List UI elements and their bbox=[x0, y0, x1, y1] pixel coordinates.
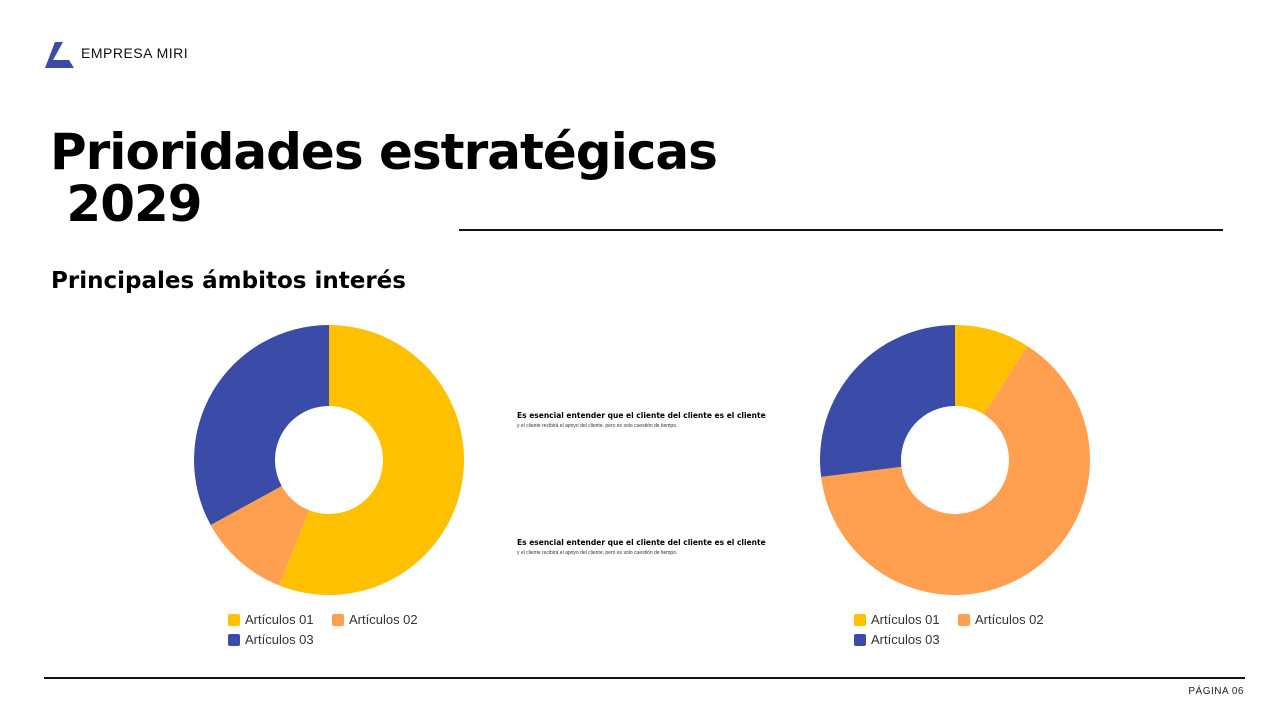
legend-item: Artículos 03 bbox=[854, 632, 940, 647]
note-heading: Es esencial entender que el cliente del … bbox=[517, 538, 766, 547]
donut-slice-3 bbox=[820, 325, 955, 477]
page-title: Prioridades estratégicas 2029 bbox=[50, 123, 718, 233]
legend-swatch bbox=[228, 633, 240, 646]
brand-name: EMPRESA MIRI bbox=[81, 45, 189, 61]
legend-label: Artículos 03 bbox=[871, 632, 940, 647]
legend-item: Artículos 02 bbox=[958, 612, 1044, 627]
title-divider bbox=[459, 229, 1223, 231]
legend-item: Artículos 01 bbox=[854, 612, 940, 627]
legend-swatch bbox=[958, 613, 970, 626]
donut-slice-3 bbox=[194, 325, 329, 526]
footer-divider bbox=[44, 677, 1245, 679]
donut-slice-2 bbox=[821, 346, 1090, 595]
donut-chart-2 bbox=[820, 325, 1090, 595]
legend-swatch bbox=[854, 633, 866, 646]
legend-swatch bbox=[854, 613, 866, 626]
legend-swatch bbox=[332, 613, 344, 626]
donut-slice-2 bbox=[210, 486, 310, 586]
section-subtitle: Principales ámbitos interés bbox=[51, 268, 406, 294]
legend-item: Artículos 03 bbox=[228, 632, 314, 647]
legend-label: Artículos 03 bbox=[245, 632, 314, 647]
legend-label: Artículos 02 bbox=[349, 612, 418, 627]
legend-2: Artículos 01 Artículos 02 Artículos 03 bbox=[854, 612, 1084, 652]
note-2: Es esencial entender que el cliente del … bbox=[517, 538, 777, 556]
page-number: PÁGINA 06 bbox=[1188, 686, 1244, 697]
donut-slice-1 bbox=[279, 325, 464, 595]
note-heading: Es esencial entender que el cliente del … bbox=[517, 411, 766, 420]
legend-label: Artículos 01 bbox=[871, 612, 940, 627]
logo-icon bbox=[45, 42, 74, 68]
legend-label: Artículos 01 bbox=[245, 612, 314, 627]
legend-item: Artículos 02 bbox=[332, 612, 418, 627]
note-body: y el cliente recibirá el apoyo del clien… bbox=[517, 423, 678, 429]
legend-swatch bbox=[228, 613, 240, 626]
note-body: y el cliente recibirá el apoyo del clien… bbox=[517, 550, 678, 556]
note-1: Es esencial entender que el cliente del … bbox=[517, 411, 777, 429]
donut-slice-1 bbox=[955, 325, 1028, 415]
legend-item: Artículos 01 bbox=[228, 612, 314, 627]
legend-1: Artículos 01 Artículos 02 Artículos 03 bbox=[228, 612, 458, 652]
donut-chart-1 bbox=[194, 325, 464, 595]
legend-label: Artículos 02 bbox=[975, 612, 1044, 627]
